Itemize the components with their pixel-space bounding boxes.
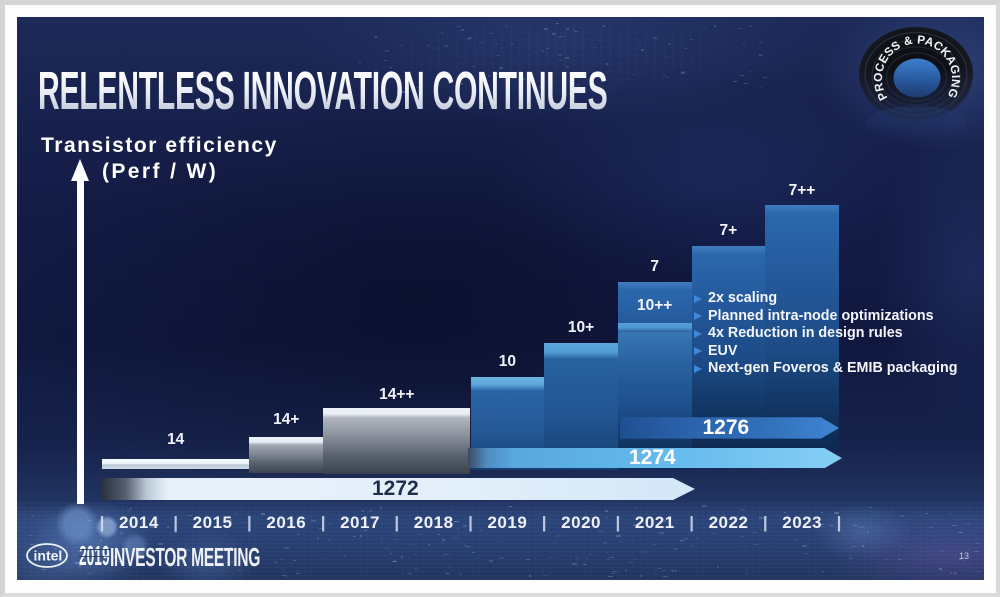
- svg-text:intel: intel: [34, 548, 63, 564]
